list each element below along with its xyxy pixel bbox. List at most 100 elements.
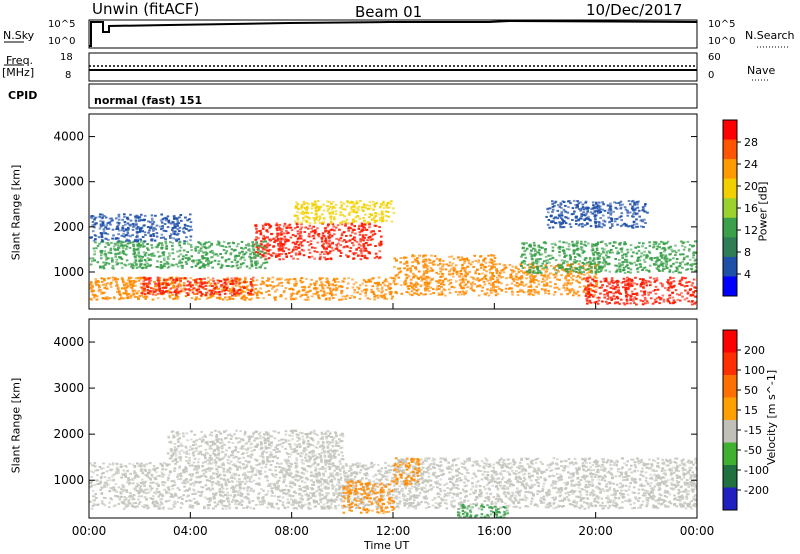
- freq-unit-label: [MHz]: [2, 66, 35, 79]
- power-colorbar-tick-2: 12: [744, 224, 758, 237]
- power-ytick-3: 4000: [53, 130, 84, 144]
- velocity-colorbar-swatch-4: [723, 420, 737, 443]
- power-colorbar-swatch-4: [723, 198, 737, 219]
- velocity-colorbar-swatch-0: [723, 330, 737, 353]
- noise-strip: [4, 19, 790, 49]
- x-tick-0: 00:00: [72, 524, 107, 538]
- velocity-colorbar-tick-7: -200: [744, 484, 769, 497]
- power-colorbar-tick-1: 8: [744, 246, 751, 259]
- x-axis-label: Time UT: [364, 539, 410, 552]
- power-colorbar-swatch-5: [723, 217, 737, 238]
- freq-tick-bottom: 8: [65, 70, 72, 81]
- date-title: 10/Dec/2017: [586, 1, 683, 19]
- velocity-colorbar: 200 100 50 15 -15 -50 -100 -200: [722, 329, 769, 511]
- power-ylabel: Slant Range [km]: [9, 164, 23, 261]
- velocity-colorbar-tick-2: 50: [744, 384, 758, 397]
- cpid-label: CPID: [8, 89, 38, 102]
- power-region-7: [583, 276, 697, 306]
- cpid-frame: [88, 83, 698, 109]
- power-region-4: [89, 240, 269, 270]
- power-colorbar-swatch-7: [723, 256, 737, 277]
- x-tick-6: 00:00: [680, 524, 715, 538]
- power-ytick-2: 3000: [53, 175, 84, 189]
- nave-label: Nave: [747, 64, 776, 77]
- velocity-colorbar-swatch-6: [723, 465, 737, 488]
- noise-tick-right-bottom: 10^0: [708, 36, 736, 47]
- power-colorbar-swatch-8: [723, 276, 737, 297]
- velocity-region-5: [456, 503, 509, 518]
- power-colorbar-tick-4: 20: [744, 180, 758, 193]
- beam-title: Beam 01: [355, 3, 423, 21]
- power-data: [89, 199, 697, 306]
- power-colorbar-swatch-6: [723, 237, 737, 258]
- velocity-colorbar-swatch-2: [723, 375, 737, 398]
- frequency-strip: [4, 52, 770, 82]
- power-ytick-0: 1000: [53, 265, 84, 279]
- power-colorbar-label: Power [dB]: [756, 181, 770, 242]
- velocity-ylabel: Slant Range [km]: [9, 377, 23, 474]
- velocity-colorbar-swatch-5: [723, 442, 737, 466]
- nsky-line: [89, 19, 698, 47]
- velocity-colorbar-tick-0: 200: [744, 344, 765, 357]
- x-tick-4: 16:00: [477, 524, 512, 538]
- power-colorbar: 4 8 12 16 20 24 28: [722, 119, 758, 297]
- x-axis: 00:00 04:00 08:00 12:00 16:00 20:00 00:00: [72, 303, 715, 538]
- freq-tick-top: 18: [60, 52, 73, 63]
- velocity-region-1: [166, 429, 345, 464]
- velocity-colorbar-frame: [722, 329, 738, 511]
- power-colorbar-tick-5: 24: [744, 158, 758, 171]
- cpid-strip: [88, 83, 698, 109]
- velocity-colorbar-tick-1: 100: [744, 364, 765, 377]
- x-tick-2: 08:00: [274, 524, 309, 538]
- velocity-colorbar-label: Velocity [m s^-1]: [765, 369, 779, 466]
- velocity-colorbar-tick-4: -15: [744, 424, 762, 437]
- power-region-8: [520, 240, 697, 274]
- noise-frame: [88, 19, 698, 49]
- power-region-1: [140, 276, 255, 297]
- power-panel: 1000 2000 3000 4000: [53, 113, 698, 310]
- freq-label: Freq.: [6, 54, 34, 67]
- velocity-colorbar-swatch-3: [723, 397, 737, 421]
- velocity-colorbar-tick-5: -50: [744, 444, 762, 457]
- site-title: Unwin (fitACF): [92, 0, 200, 18]
- freq-frame: [88, 52, 698, 82]
- velocity-ytick-0: 1000: [53, 473, 84, 487]
- power-region-5: [393, 254, 497, 297]
- velocity-ytick-1: 2000: [53, 427, 84, 441]
- power-region-10: [545, 199, 649, 229]
- x-tick-1: 04:00: [173, 524, 208, 538]
- power-colorbar-tick-3: 16: [744, 202, 758, 215]
- power-colorbar-swatch-1: [723, 139, 737, 160]
- power-region-2: [253, 222, 383, 261]
- power-colorbar-swatch-3: [723, 178, 737, 199]
- cpid-value: normal (fast) 151: [94, 94, 203, 107]
- velocity-region-4: [393, 457, 421, 487]
- nave-tick-bottom: 0: [708, 70, 715, 81]
- velocity-ytick-3: 4000: [53, 335, 84, 349]
- noise-tick-right-top: 10^5: [708, 19, 736, 30]
- power-region-3: [293, 199, 396, 225]
- velocity-region-3: [342, 480, 396, 515]
- velocity-colorbar-tick-3: 15: [744, 404, 758, 417]
- power-colorbar-swatch-0: [723, 120, 737, 141]
- velocity-colorbar-tick-6: -100: [744, 464, 769, 477]
- power-ytick-1: 2000: [53, 220, 84, 234]
- x-tick-3: 12:00: [376, 524, 411, 538]
- velocity-region-2: [393, 457, 697, 510]
- velocity-background: [89, 319, 697, 518]
- velocity-colorbar-swatch-7: [723, 487, 737, 511]
- nave-tick-top: 60: [708, 52, 721, 63]
- velocity-colorbar-swatch-1: [723, 352, 737, 376]
- power-region-9: [89, 213, 193, 243]
- nsky-label: N.Sky: [3, 29, 35, 42]
- noise-tick-left-bottom: 10^0: [48, 36, 76, 47]
- velocity-panel: 1000 2000 3000 4000: [53, 318, 698, 519]
- power-colorbar-tick-0: 4: [744, 268, 751, 281]
- noise-tick-left-top: 10^5: [48, 19, 76, 30]
- nsearch-label: N.Search: [745, 29, 795, 42]
- velocity-data: [89, 429, 697, 518]
- power-colorbar-tick-6: 28: [744, 136, 758, 149]
- velocity-ytick-2: 3000: [53, 381, 84, 395]
- x-tick-5: 20:00: [578, 524, 613, 538]
